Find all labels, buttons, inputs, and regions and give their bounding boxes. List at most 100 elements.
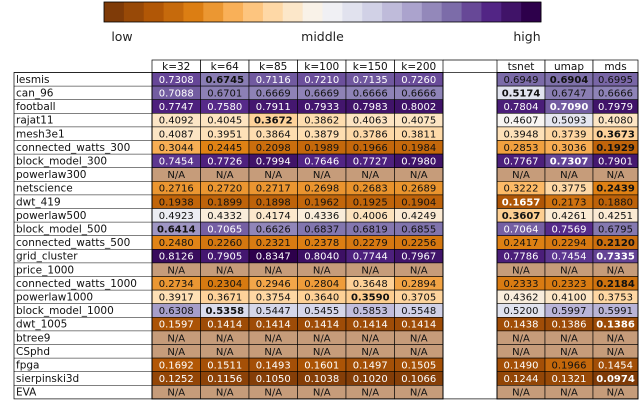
na-label: N/A [512, 347, 530, 358]
cell-value: 0.1020 [353, 374, 388, 385]
na-label: N/A [512, 388, 530, 399]
cell-value: 0.0974 [596, 374, 635, 385]
cell-value: 0.6745 [205, 75, 244, 86]
cell-value: 0.1490 [504, 361, 539, 372]
cell-value: 0.2098 [256, 143, 291, 154]
cell-value: 0.3754 [256, 293, 291, 304]
cell-value: 0.8347 [256, 252, 291, 263]
colorbar-label: high [513, 29, 540, 44]
colorbar-label: low [111, 29, 132, 44]
colorbar-block [223, 2, 244, 22]
cell-value: 0.2260 [207, 238, 242, 249]
cell-value: 0.6701 [207, 89, 242, 100]
colorbar-label: middle [301, 29, 344, 44]
cell-value: 0.1511 [207, 361, 242, 372]
cell-value: 0.7727 [353, 157, 388, 168]
cell-value: 0.1038 [304, 374, 339, 385]
row-label: dwt_1005 [16, 319, 67, 331]
cell-value: 0.2279 [353, 238, 388, 249]
cell-value: 0.5200 [504, 306, 539, 317]
row-label: football [16, 101, 56, 113]
cell-value: 0.7580 [207, 102, 242, 113]
cell-value: 0.6669 [256, 89, 291, 100]
cell-value: 0.1984 [401, 143, 436, 154]
colorbar-block [461, 2, 482, 22]
cell-value: 0.2698 [304, 184, 339, 195]
cell-value: 0.5455 [304, 306, 339, 317]
na-label: N/A [313, 265, 331, 276]
colorbar-block [421, 2, 443, 22]
cell-value: 0.4100 [552, 293, 587, 304]
na-label: N/A [410, 265, 428, 276]
na-label: N/A [410, 170, 428, 181]
na-label: N/A [313, 170, 331, 181]
left-table-frame [151, 72, 444, 400]
cell-value: 0.2734 [159, 279, 194, 290]
row-label: powerlaw300 [16, 169, 86, 181]
cell-value: 0.7335 [596, 252, 635, 263]
row-label: can_96 [16, 88, 54, 100]
cell-value: 0.2304 [207, 279, 242, 290]
na-label: N/A [361, 388, 379, 399]
cell-value: 0.5174 [502, 89, 541, 100]
cell-value: 0.3590 [351, 293, 390, 304]
cell-value: 0.4092 [159, 116, 194, 127]
cell-value: 0.8126 [159, 252, 194, 263]
cell-value: 0.7905 [207, 252, 242, 263]
cell-value: 0.7911 [256, 102, 291, 113]
cell-value: 0.1880 [598, 197, 633, 208]
cell-value: 0.1252 [159, 374, 194, 385]
cell-value: 0.2173 [552, 197, 587, 208]
cell-value: 0.3879 [304, 129, 339, 140]
cell-value: 0.7454 [552, 252, 587, 263]
cell-value: 0.1414 [256, 320, 291, 331]
cell-value: 0.2184 [596, 279, 635, 290]
cell-value: 0.3044 [159, 143, 194, 154]
na-label: N/A [167, 170, 185, 181]
na-label: N/A [313, 347, 331, 358]
cell-value: 0.1938 [159, 197, 194, 208]
cell-value: 0.3671 [207, 293, 242, 304]
colorbar-block [441, 2, 462, 22]
na-label: N/A [361, 265, 379, 276]
cell-value: 0.6747 [552, 89, 587, 100]
cell-value: 0.1899 [207, 197, 242, 208]
cell-value: 0.7135 [353, 75, 388, 86]
cell-value: 0.1505 [401, 361, 436, 372]
cell-value: 0.5093 [552, 116, 587, 127]
cell-value: 0.3753 [598, 293, 633, 304]
cell-value: 0.4063 [353, 116, 388, 127]
na-label: N/A [361, 333, 379, 344]
cell-value: 0.2445 [207, 143, 242, 154]
cell-value: 0.7454 [159, 157, 194, 168]
na-label: N/A [264, 265, 282, 276]
cell-value: 0.2689 [401, 184, 436, 195]
na-label: N/A [361, 170, 379, 181]
cell-value: 0.1657 [502, 197, 541, 208]
na-label: N/A [607, 170, 625, 181]
cell-value: 0.3640 [304, 293, 339, 304]
column-gap [442, 72, 498, 400]
cell-value: 0.1066 [401, 374, 436, 385]
na-label: N/A [264, 170, 282, 181]
cell-value: 0.5853 [353, 306, 388, 317]
colorbar-block [183, 2, 204, 22]
row-label: price_1000 [16, 264, 74, 276]
column-header: k=85 [259, 61, 287, 73]
cell-value: 0.7979 [598, 102, 633, 113]
cell-value: 0.7804 [504, 102, 539, 113]
cell-value: 0.1601 [304, 361, 339, 372]
cell-value: 0.8040 [304, 252, 339, 263]
na-label: N/A [361, 347, 379, 358]
row-label: rajat11 [16, 115, 54, 127]
cell-value: 0.1692 [159, 361, 194, 372]
cell-value: 0.2853 [504, 143, 539, 154]
cell-value: 0.1597 [159, 320, 194, 331]
cell-value: 0.1925 [353, 197, 388, 208]
colorbar-block [163, 2, 184, 22]
cell-value: 0.1989 [304, 143, 339, 154]
cell-value: 0.3705 [401, 293, 436, 304]
row-label: block_model_1000 [16, 305, 114, 317]
cell-value: 0.6308 [159, 306, 194, 317]
